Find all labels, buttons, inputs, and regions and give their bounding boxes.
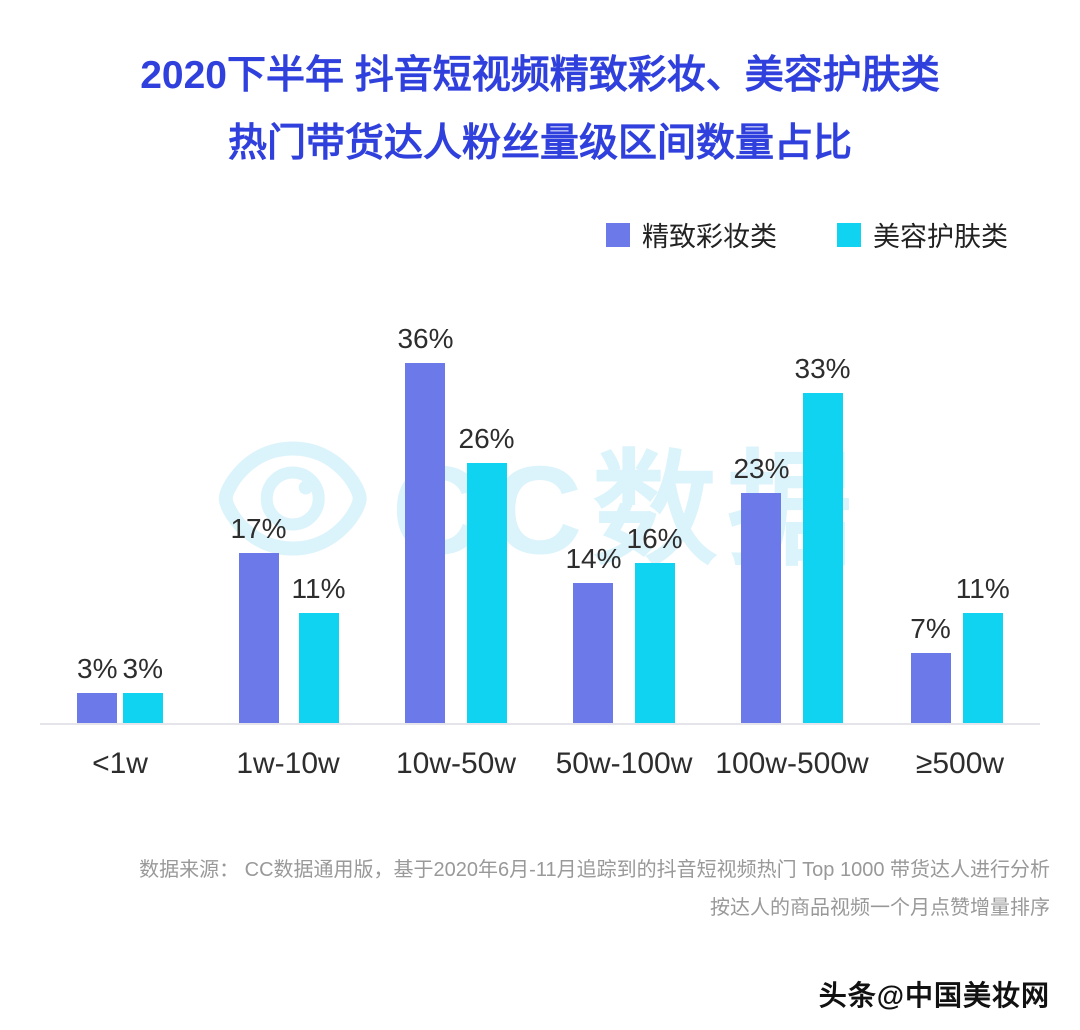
category-label: 100w-500w bbox=[715, 746, 869, 780]
legend-label: 精致彩妆类 bbox=[642, 222, 777, 252]
bar-group: 14% 16% bbox=[544, 523, 704, 723]
category-label: 1w-10w bbox=[236, 746, 340, 780]
bar-wrap: 11% bbox=[956, 573, 1010, 723]
legend-label: 美容护肤类 bbox=[873, 222, 1008, 252]
category-label: 50w-100w bbox=[555, 746, 693, 780]
bar-groups: 3% 3% 17% 11% 36% 26% 14% 16% 23% 33% 7% 11% bbox=[40, 323, 1040, 725]
bar bbox=[298, 612, 339, 723]
bar-wrap: 3% bbox=[123, 653, 163, 723]
bar-value-label: 17% bbox=[230, 512, 287, 544]
bar bbox=[634, 562, 675, 723]
bar-value-label: 16% bbox=[626, 522, 683, 554]
bar-wrap: 11% bbox=[292, 573, 346, 723]
bar-group: 17% 11% bbox=[208, 513, 368, 723]
bar-wrap: 23% bbox=[733, 452, 790, 723]
bar-wrap: 16% bbox=[627, 523, 683, 723]
bar-chart: CC数据 3% 3% 17% 11% 36% 26% 14% 16% 23% 33% 7% 11% <… bbox=[40, 289, 1040, 789]
bar-group: 7% 11% bbox=[880, 573, 1040, 723]
bar bbox=[466, 462, 507, 723]
bar-value-label: 33% bbox=[794, 352, 851, 384]
source-note-line1: 数据来源： CC数据通用版，基于2020年6月-11月追踪到的抖音短视频热门 T… bbox=[139, 858, 1050, 881]
category-label: 10w-50w bbox=[395, 746, 517, 780]
chart-title: 2020下半年 抖音短视频精致彩妆、美容护肤类 热门带货达人粉丝量级区间数量占比 bbox=[0, 42, 1080, 179]
bar bbox=[573, 582, 614, 723]
bar-wrap: 36% bbox=[397, 322, 454, 723]
credit-text: 头条@中国美妆网 bbox=[818, 980, 1050, 1011]
bar bbox=[802, 392, 843, 723]
bar-value-label: 11% bbox=[291, 572, 346, 604]
bar-value-label: 3% bbox=[77, 652, 118, 684]
chart-title-line2: 热门带货达人粉丝量级区间数量占比 bbox=[227, 122, 852, 166]
bar-value-label: 36% bbox=[397, 322, 454, 354]
legend: 精致彩妆类 美容护肤类 bbox=[0, 219, 1080, 252]
bar bbox=[405, 362, 446, 723]
legend-swatch bbox=[606, 222, 630, 247]
chart-title-line1: 2020下半年 抖音短视频精致彩妆、美容护肤类 bbox=[140, 54, 940, 97]
bar bbox=[910, 652, 951, 723]
bar-wrap: 14% bbox=[565, 542, 622, 723]
bar-wrap: 3% bbox=[77, 652, 118, 723]
bar-value-label: 23% bbox=[733, 452, 790, 484]
bar-group: 23% 33% bbox=[712, 353, 872, 723]
bar-wrap: 7% bbox=[910, 612, 951, 723]
bar-value-label: 11% bbox=[955, 572, 1010, 604]
bar bbox=[741, 492, 782, 723]
bar bbox=[122, 692, 163, 723]
x-labels: <1w 1w-10w 10w-50w 50w-100w 100w-500w ≥500w bbox=[40, 747, 1040, 781]
bar-group: 3% 3% bbox=[40, 653, 200, 723]
source-note: 数据来源： CC数据通用版，基于2020年6月-11月追踪到的抖音短视频热门 T… bbox=[0, 851, 1080, 927]
source-note-line2: 按达人的商品视频一个月点赞增量排序 bbox=[710, 896, 1050, 919]
bar-wrap: 26% bbox=[459, 423, 515, 723]
bar bbox=[77, 692, 118, 723]
bar bbox=[238, 552, 279, 723]
bar bbox=[962, 612, 1003, 723]
legend-item: 精致彩妆类 bbox=[606, 219, 777, 252]
bar-value-label: 3% bbox=[122, 652, 163, 684]
category-label: <1w bbox=[92, 746, 148, 780]
bar-wrap: 33% bbox=[795, 353, 851, 723]
category-label: ≥500w bbox=[915, 746, 1005, 780]
legend-item: 美容护肤类 bbox=[837, 219, 1008, 252]
bar-group: 36% 26% bbox=[376, 323, 536, 723]
bar-value-label: 14% bbox=[565, 542, 622, 574]
bar-wrap: 17% bbox=[230, 512, 287, 723]
legend-swatch bbox=[837, 222, 861, 247]
bar-value-label: 7% bbox=[910, 612, 951, 644]
bar-value-label: 26% bbox=[458, 422, 515, 454]
